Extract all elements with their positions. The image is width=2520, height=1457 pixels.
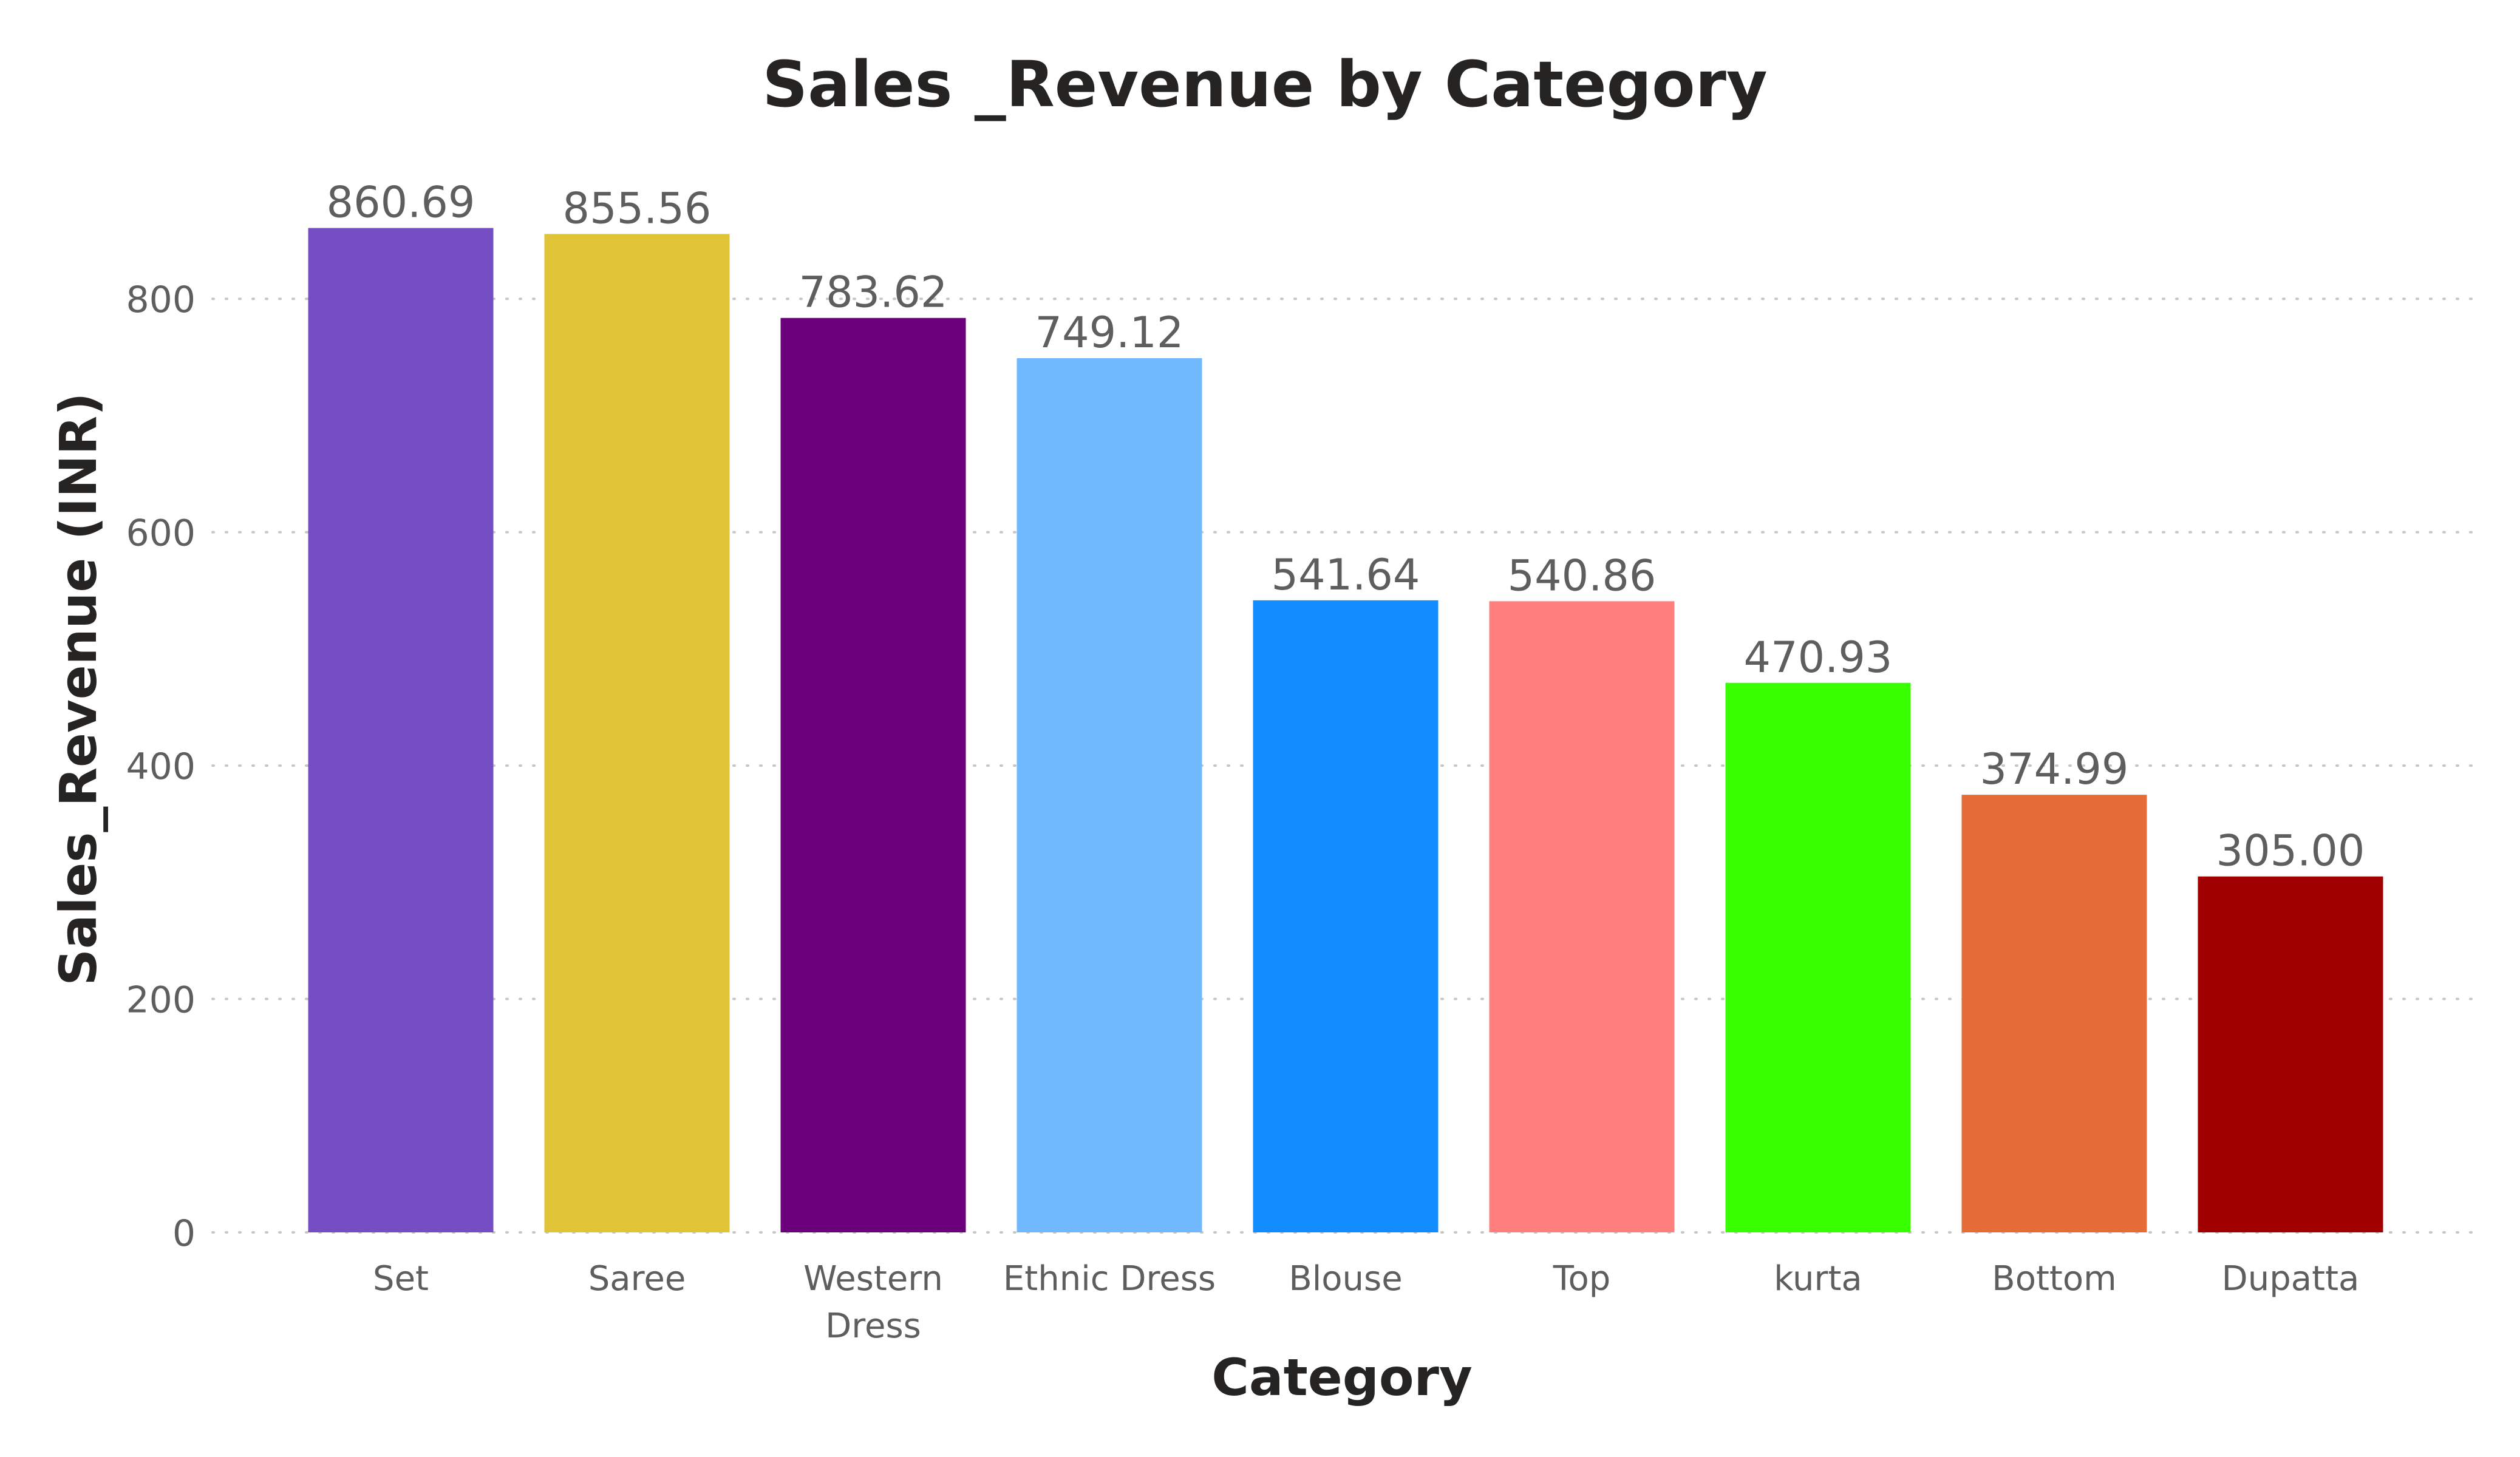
x-axis-ticks: Set Saree Western Dress Ethnic Dress Blouse To… <box>373 1259 2359 1346</box>
data-label: 749.12 <box>1035 308 1184 358</box>
y-tick-label: 600 <box>126 512 196 555</box>
y-tick-label: 400 <box>126 745 196 788</box>
x-tick-label: Dupatta <box>2222 1259 2360 1299</box>
data-label: 783.62 <box>799 268 948 318</box>
bar <box>308 228 494 1233</box>
data-labels: 860.69 855.56 783.62 749.12 541.64 540.86 470.… <box>327 178 2365 876</box>
data-label: 305.00 <box>2216 826 2365 876</box>
y-tick-label: 200 <box>126 979 196 1022</box>
bar <box>1253 600 1439 1232</box>
data-label: 470.93 <box>1744 633 1893 682</box>
chart-title: Sales _Revenue by Category <box>762 47 1767 121</box>
x-tick-label: Bottom <box>1992 1259 2116 1299</box>
data-label: 855.56 <box>563 183 712 233</box>
x-axis-title: Category <box>1211 1348 1472 1407</box>
bar <box>780 318 966 1232</box>
x-tick-label: kurta <box>1774 1259 1862 1299</box>
bars <box>308 228 2383 1233</box>
data-label: 860.69 <box>327 178 475 228</box>
y-tick-label: 800 <box>126 279 196 321</box>
x-tick-label: Saree <box>588 1259 686 1299</box>
x-tick-label: Ethnic Dress <box>1003 1259 1216 1299</box>
data-label: 541.64 <box>1272 550 1420 600</box>
x-tick-label: Set <box>373 1259 429 1299</box>
bar <box>1725 682 1911 1232</box>
x-tick-label: Western Dress <box>803 1259 943 1346</box>
bar <box>2198 876 2383 1232</box>
bar <box>1017 358 1202 1232</box>
y-tick-label: 0 <box>172 1212 196 1255</box>
data-label: 540.86 <box>1508 551 1657 600</box>
y-axis-ticks: 0 200 400 600 800 <box>126 279 196 1255</box>
y-axis-title: Sales_Revenue (INR) <box>49 392 108 985</box>
data-label: 374.99 <box>1980 744 2129 794</box>
bar <box>1489 601 1675 1232</box>
x-tick-label: Blouse <box>1289 1259 1402 1299</box>
bar <box>544 234 730 1232</box>
bar <box>1961 795 2147 1232</box>
x-tick-label: Top <box>1553 1259 1611 1299</box>
